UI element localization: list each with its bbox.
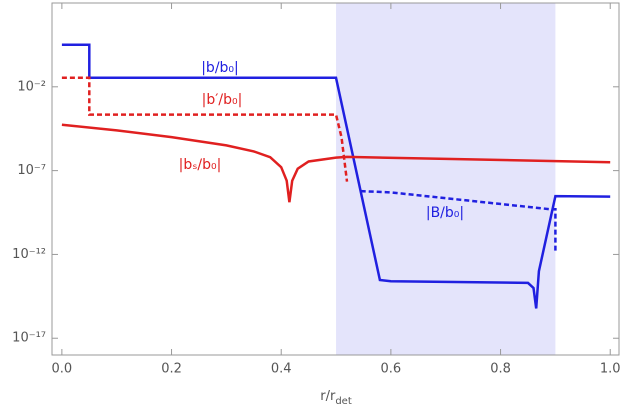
x-label-text: r/r xyxy=(320,389,336,404)
x-tick-label: 0.6 xyxy=(381,362,402,377)
y-tick-label: 10⁻² xyxy=(17,79,46,94)
x-axis-label: r/rdet xyxy=(320,389,352,408)
x-tick-label: 0.2 xyxy=(161,362,182,377)
x-tick-label: 0.0 xyxy=(52,362,73,377)
series-label: |bₛ/b₀| xyxy=(179,157,222,173)
x-label-sub: det xyxy=(335,396,352,407)
series-label: |b/b₀| xyxy=(201,60,239,76)
shaded-region xyxy=(336,3,556,355)
series-label: |B/b₀| xyxy=(426,205,464,221)
series-line xyxy=(360,189,557,253)
y-tick-label: 10⁻⁷ xyxy=(17,163,46,178)
series-label: |b′/b₀| xyxy=(202,92,243,108)
y-tick-label: 10⁻¹² xyxy=(12,247,46,262)
y-tick-label: 10⁻¹⁷ xyxy=(12,331,46,346)
series-line xyxy=(61,43,611,309)
plot-frame xyxy=(51,2,620,356)
series-line xyxy=(61,76,349,182)
x-tick-label: 0.4 xyxy=(271,362,292,377)
x-tick-label: 0.8 xyxy=(490,362,511,377)
series-line xyxy=(61,123,611,203)
x-tick-label: 1.0 xyxy=(600,362,621,377)
